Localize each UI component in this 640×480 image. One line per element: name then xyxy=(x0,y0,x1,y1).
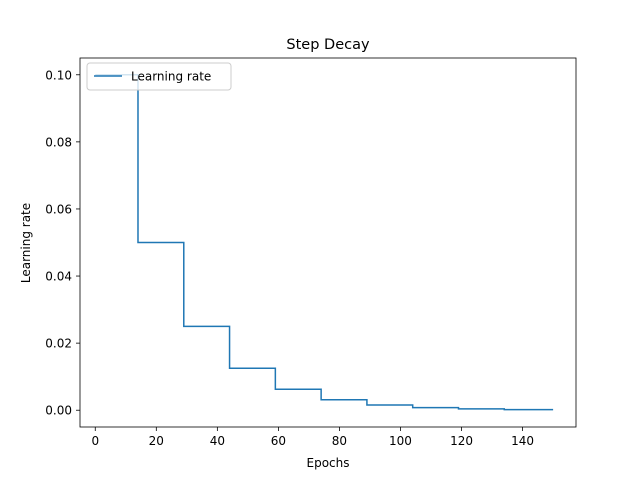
x-tick-label: 40 xyxy=(210,434,225,448)
plot-area xyxy=(79,57,577,428)
x-axis-label: Epochs xyxy=(307,456,350,470)
x-tick-label: 140 xyxy=(511,434,534,448)
x-tick-label: 60 xyxy=(271,434,286,448)
y-tick-label: 0.00 xyxy=(45,404,72,418)
axis-ticks: 0 20 40 60 80 100 120 140 0.00 0.02 0.04 0.06 0.08 0.… xyxy=(45,68,534,448)
x-tick-label: 120 xyxy=(450,434,473,448)
y-axis-label: Learning rate xyxy=(19,203,33,283)
y-tick-label: 0.06 xyxy=(45,202,72,216)
legend-label: Learning rate xyxy=(131,70,211,84)
x-tick-label: 80 xyxy=(332,434,347,448)
y-tick-label: 0.10 xyxy=(45,68,72,82)
y-tick-label: 0.08 xyxy=(45,135,72,149)
axes-frame xyxy=(79,57,577,428)
x-tick-label: 100 xyxy=(389,434,412,448)
series-line-0 xyxy=(95,74,554,411)
chart-title: Step Decay xyxy=(286,37,370,53)
y-tick-label: 0.02 xyxy=(45,337,72,351)
y-tick-label: 0.04 xyxy=(45,270,72,284)
legend-box xyxy=(86,62,232,91)
legend: Learning rate xyxy=(86,62,232,91)
x-tick-label: 0 xyxy=(91,434,99,448)
x-tick-label: 20 xyxy=(149,434,164,448)
